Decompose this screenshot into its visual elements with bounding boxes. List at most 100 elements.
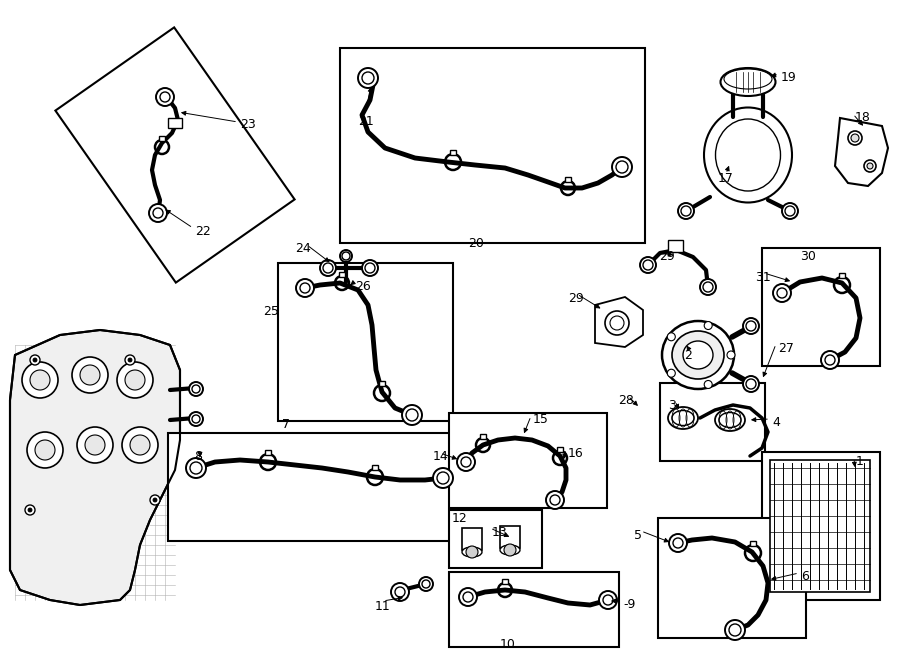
Circle shape [678, 203, 694, 219]
Text: 19: 19 [781, 71, 797, 84]
Bar [449, 510, 542, 568]
Circle shape [28, 508, 32, 512]
Circle shape [33, 358, 37, 362]
Text: 5: 5 [634, 529, 642, 542]
Circle shape [85, 435, 105, 455]
Text: 14: 14 [433, 450, 449, 463]
Circle shape [466, 546, 478, 558]
Circle shape [667, 332, 675, 341]
Circle shape [300, 283, 310, 293]
Ellipse shape [683, 341, 713, 369]
Circle shape [35, 440, 55, 460]
Circle shape [190, 462, 202, 474]
Circle shape [130, 435, 150, 455]
Text: 8: 8 [194, 450, 202, 463]
Bar [502, 579, 508, 584]
Circle shape [72, 357, 108, 393]
Bar [339, 272, 345, 277]
Text: 3: 3 [668, 399, 676, 412]
Circle shape [437, 472, 449, 484]
Circle shape [160, 92, 170, 102]
Circle shape [25, 505, 35, 515]
Circle shape [867, 163, 873, 169]
Circle shape [743, 376, 759, 392]
Bar [340, 48, 645, 243]
Bar [462, 528, 482, 550]
Polygon shape [835, 118, 888, 186]
Circle shape [785, 206, 795, 216]
Text: 29: 29 [568, 292, 584, 305]
Text: 17: 17 [718, 172, 734, 185]
Bar [56, 27, 294, 283]
Circle shape [358, 68, 378, 88]
Circle shape [128, 358, 132, 362]
Circle shape [395, 587, 405, 597]
Circle shape [550, 495, 560, 505]
Circle shape [459, 588, 477, 606]
Circle shape [342, 252, 350, 260]
Ellipse shape [721, 68, 776, 96]
Circle shape [673, 538, 683, 548]
Circle shape [406, 409, 418, 421]
Bar [770, 460, 870, 592]
Circle shape [125, 355, 135, 365]
Circle shape [746, 379, 756, 389]
Ellipse shape [662, 321, 734, 389]
Circle shape [320, 260, 336, 276]
Circle shape [340, 250, 352, 262]
Text: 27: 27 [778, 342, 794, 355]
Circle shape [669, 534, 687, 552]
Bar [449, 413, 607, 508]
Text: 12: 12 [452, 512, 468, 525]
Circle shape [192, 415, 200, 423]
Polygon shape [10, 330, 180, 605]
Circle shape [402, 405, 422, 425]
Text: 22: 22 [195, 225, 211, 238]
Circle shape [616, 161, 628, 173]
Circle shape [77, 427, 113, 463]
Circle shape [777, 288, 787, 298]
Text: 20: 20 [468, 237, 484, 250]
Circle shape [117, 362, 153, 398]
Circle shape [461, 457, 471, 467]
Circle shape [186, 458, 206, 478]
Text: 25: 25 [263, 305, 279, 318]
Bar [278, 263, 453, 421]
Circle shape [30, 370, 50, 390]
Circle shape [743, 318, 759, 334]
Bar [839, 273, 845, 278]
Circle shape [156, 88, 174, 106]
Bar [557, 447, 563, 452]
Circle shape [603, 595, 613, 605]
Circle shape [362, 72, 374, 84]
Text: 16: 16 [568, 447, 584, 460]
Circle shape [825, 355, 835, 365]
Circle shape [153, 498, 157, 502]
Bar [500, 526, 520, 548]
Text: -9: -9 [623, 598, 635, 611]
Bar [450, 150, 456, 155]
Bar [379, 381, 385, 386]
Circle shape [422, 580, 430, 588]
Text: 18: 18 [855, 111, 871, 124]
Circle shape [365, 263, 375, 273]
Bar [762, 248, 880, 366]
Circle shape [189, 382, 203, 396]
Text: 21: 21 [358, 115, 374, 128]
Circle shape [704, 321, 712, 330]
Text: 26: 26 [355, 280, 371, 293]
Circle shape [681, 206, 691, 216]
Bar [449, 572, 619, 647]
Circle shape [599, 591, 617, 609]
Bar [565, 177, 571, 182]
Circle shape [546, 491, 564, 509]
Circle shape [391, 583, 409, 601]
Circle shape [189, 412, 203, 426]
Bar [658, 518, 806, 638]
Circle shape [463, 592, 473, 602]
Bar [168, 118, 182, 128]
Bar [762, 452, 880, 600]
Circle shape [703, 282, 713, 292]
Circle shape [27, 432, 63, 468]
Circle shape [504, 544, 516, 556]
